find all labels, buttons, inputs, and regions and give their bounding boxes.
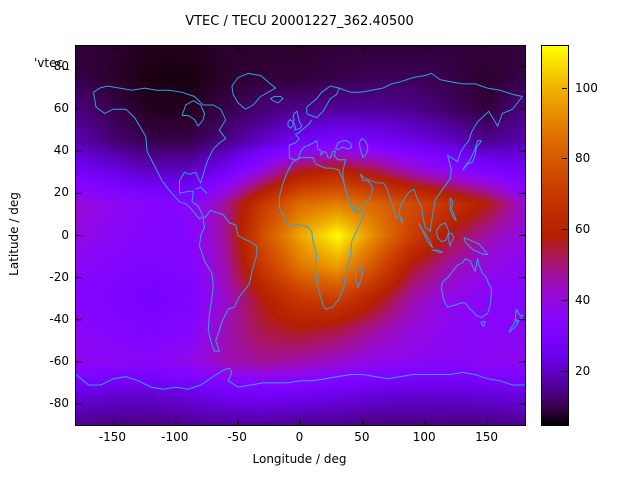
colorbar-tick-mark	[562, 158, 567, 160]
coastline-scandinavia	[306, 85, 340, 119]
coastline-ireland	[287, 119, 294, 129]
coastline-new_guinea	[463, 237, 489, 255]
y-tick-label: -20	[49, 269, 69, 284]
y-tick-label: 40	[53, 143, 69, 158]
x-tick-label: -50	[227, 430, 247, 444]
coastline-mediterranean_north	[297, 140, 347, 171]
coastline-greenland	[231, 72, 277, 110]
colorbar	[541, 45, 569, 426]
colorbar-tick-mark	[562, 87, 567, 89]
coastline-caspian_sea	[358, 137, 369, 158]
colorbar-tick-mark	[562, 370, 567, 372]
colorbar-gradient	[542, 46, 568, 425]
coastline-overlay	[76, 46, 525, 425]
legend-label: 'vtec_	[34, 56, 70, 70]
y-tick-label: -40	[49, 311, 69, 326]
x-tick-label: 100	[412, 430, 436, 444]
colorbar-tick-label: 60	[575, 222, 591, 237]
coastline-madagascar	[354, 266, 364, 290]
coastline-hudson_bay	[181, 100, 206, 127]
coastline-asia_east_south	[342, 96, 523, 233]
y-tick-label: -60	[49, 353, 69, 368]
y-tick-label: 80	[53, 59, 69, 74]
colorbar-tick-label: 100	[575, 80, 598, 95]
coastline-antarctica	[76, 367, 525, 390]
coastline-arctic_russia	[339, 72, 523, 97]
coastline-south_america	[198, 209, 258, 352]
x-tick-label: 150	[475, 430, 499, 444]
coastline-black_sea	[334, 140, 353, 150]
coastline-sulawesi	[448, 232, 455, 248]
x-axis-label: Longitude / deg	[252, 452, 347, 466]
colorbar-tick-mark	[562, 300, 567, 302]
colorbar-tick-label: 20	[575, 363, 591, 378]
coastline-cuba	[195, 186, 208, 194]
coastline-australia	[440, 258, 492, 319]
coastline-iceland	[269, 96, 284, 104]
coastline-north_america	[93, 85, 227, 220]
coastline-africa	[278, 157, 365, 310]
y-tick-label: 0	[61, 227, 69, 242]
coastline-philippines	[449, 197, 457, 222]
x-tick-label: 0	[295, 430, 304, 444]
heatmap-canvas	[76, 46, 525, 425]
coastline-japan	[462, 140, 483, 171]
x-tick-label: -100	[161, 430, 189, 444]
y-tick-label: 20	[53, 185, 69, 200]
coastline-tasmania	[480, 321, 486, 327]
y-tick-label: -80	[49, 395, 69, 410]
y-tick-label: 60	[53, 101, 69, 116]
coastline-borneo	[435, 222, 450, 243]
coastline-iberia_france	[288, 119, 313, 161]
coastline-uk	[292, 110, 303, 131]
coastline-sri_lanka	[399, 216, 404, 225]
plot-area	[75, 45, 526, 426]
x-tick-label: 50	[354, 430, 370, 444]
colorbar-tick-label: 40	[575, 293, 591, 308]
coastline-new_zealand	[508, 308, 524, 333]
chart-title: VTEC / TECU 20001227_362.40500	[185, 14, 414, 29]
coastline-sumatra	[418, 222, 434, 249]
y-axis-label: Latitude / deg	[7, 192, 21, 276]
coastline-java	[431, 249, 443, 253]
colorbar-tick-label: 80	[575, 151, 591, 166]
x-tick-label: -150	[98, 430, 127, 444]
colorbar-tick-mark	[562, 229, 567, 231]
